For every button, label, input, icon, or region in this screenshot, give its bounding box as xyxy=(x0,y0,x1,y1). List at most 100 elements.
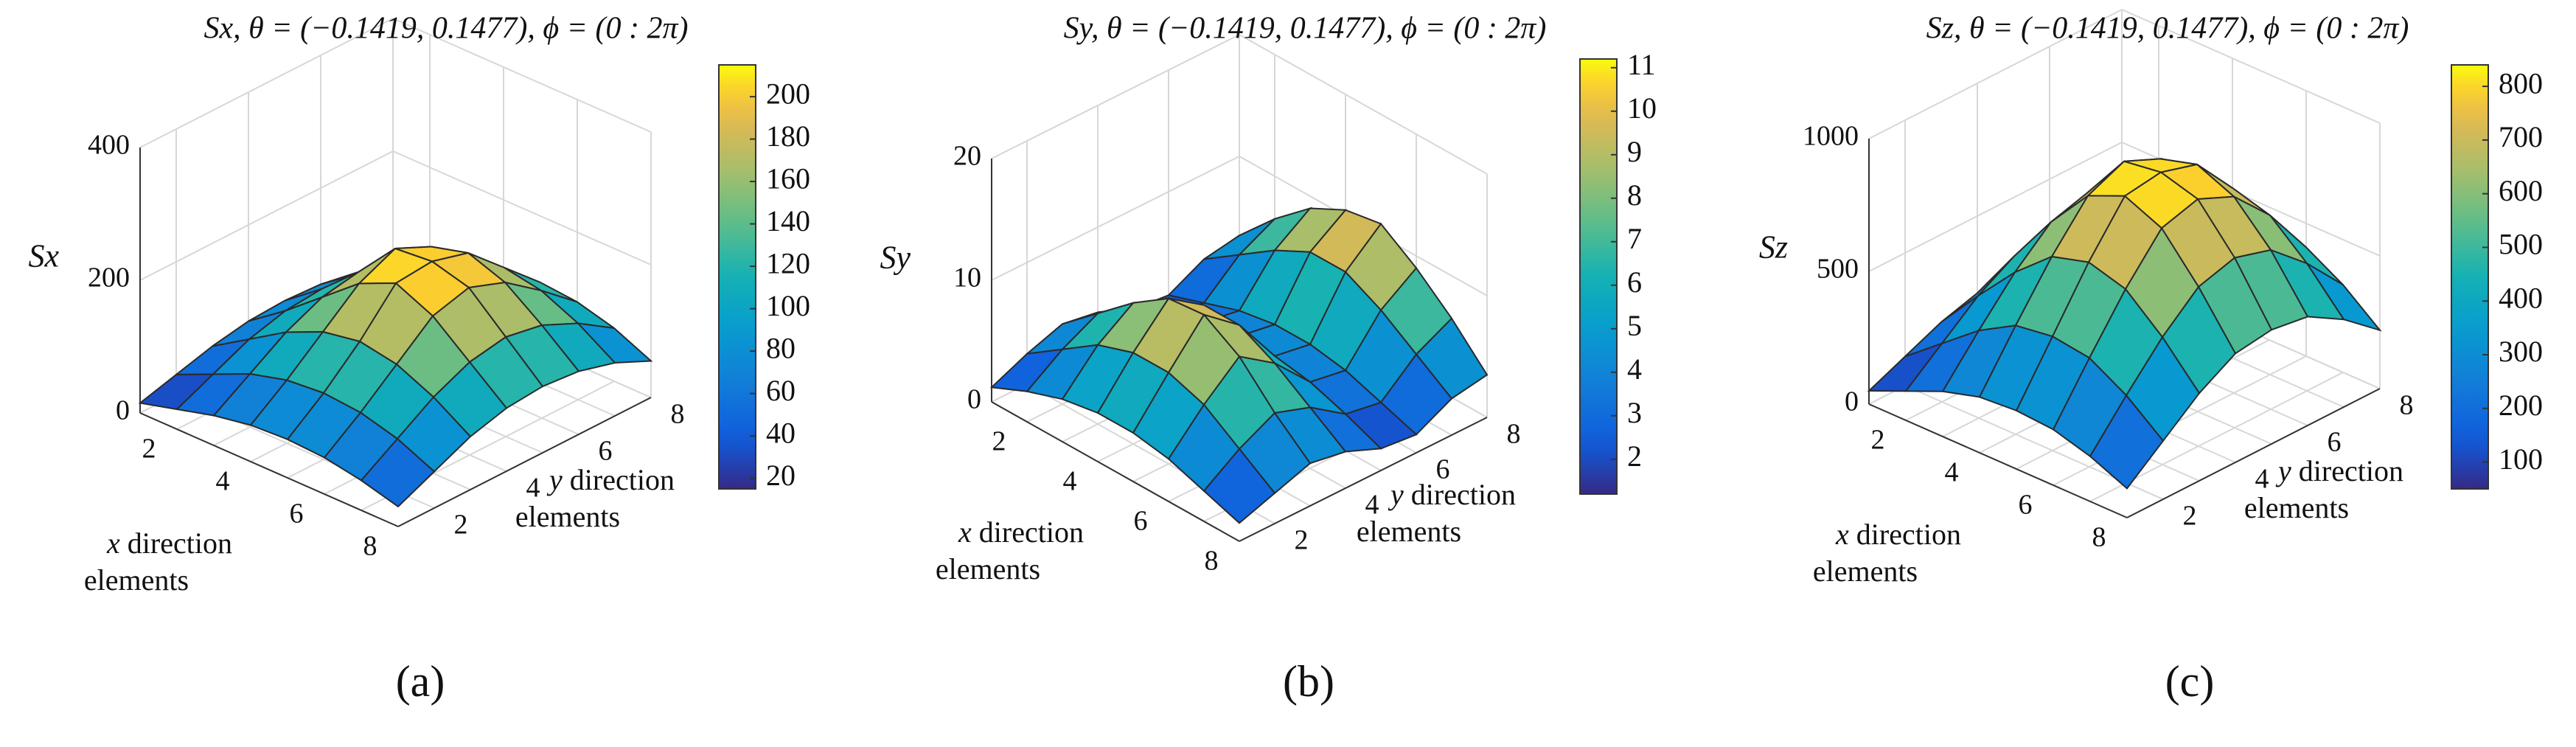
colorbar-tick-label: 100 xyxy=(2499,442,2543,476)
y-tick-label: 6 xyxy=(1436,454,1450,485)
colorbar-tick-label: 500 xyxy=(2499,228,2543,261)
colorbar-tick-label: 10 xyxy=(1627,91,1657,125)
colorbar-tick-label: 9 xyxy=(1627,135,1642,168)
colorbar-tick-label: 60 xyxy=(766,374,796,407)
colorbar-tick-label: 160 xyxy=(766,161,810,195)
y-axis-label-line: elements xyxy=(1357,515,1461,548)
x-axis-line xyxy=(991,401,1240,542)
y-tick-label: 2 xyxy=(2183,501,2197,532)
z-axis-label: Sx xyxy=(28,237,59,274)
z-axis-label: Sz xyxy=(1759,229,1788,265)
y-tick-label: 2 xyxy=(1295,525,1309,556)
z-tick-label: 0 xyxy=(1845,386,1859,417)
z-tick-label: 10 xyxy=(953,263,981,293)
x-tick-label: 2 xyxy=(142,434,156,465)
y-tick-label: 6 xyxy=(2328,427,2342,458)
colorbar-tick-label: 2 xyxy=(1627,439,1642,473)
grid-line xyxy=(1868,9,2123,139)
grid-line xyxy=(991,156,1240,281)
x-axis-label-line: elements xyxy=(1813,555,1918,588)
y-tick-label: 8 xyxy=(671,399,685,430)
colorbar-tick-label: 8 xyxy=(1627,178,1642,212)
surface xyxy=(1867,158,2382,490)
surface-patch xyxy=(2089,394,2165,490)
colorbar-tick-label: 200 xyxy=(2499,389,2543,422)
surface-patch xyxy=(1202,448,1276,524)
colorbar-tick-label: 800 xyxy=(2499,66,2543,100)
y-tick-label: 8 xyxy=(2400,390,2414,421)
x-tick-label: 6 xyxy=(1134,506,1148,537)
panel-label: (c) xyxy=(2165,657,2215,706)
grid-line xyxy=(991,34,1240,159)
y-tick-label: 8 xyxy=(1507,419,1521,450)
x-axis-line xyxy=(1868,403,2128,518)
axes-lines xyxy=(1868,139,2381,518)
z-tick-label: 20 xyxy=(953,141,981,172)
panel-title: Sz, θ = (−0.1419, 0.1477), ϕ = (0 : 2π) xyxy=(1926,12,2409,46)
x-axis-label-line: elements xyxy=(936,552,1040,586)
grid-line xyxy=(392,18,652,133)
colorbar-tick-label: 300 xyxy=(2499,335,2543,368)
grid-line xyxy=(139,18,394,148)
colorbar-tick-label: 140 xyxy=(766,204,810,237)
y-axis-label-line: y direction xyxy=(1388,478,1516,511)
colorbar xyxy=(2451,64,2489,490)
y-axis-label-line: elements xyxy=(2244,491,2349,524)
x-axis-label-lines: x direction elements xyxy=(1813,518,1961,588)
grid-line xyxy=(392,150,652,265)
axes-lines xyxy=(991,159,1488,542)
surface-patch xyxy=(360,437,436,508)
grid-line xyxy=(1868,142,2123,272)
y-tick-label: 4 xyxy=(1365,490,1379,521)
surface xyxy=(989,206,1489,524)
panel-label: (b) xyxy=(1283,657,1334,706)
surface xyxy=(138,246,653,508)
colorbar-tick-label: 120 xyxy=(766,246,810,279)
y-tick-label: 4 xyxy=(526,473,540,504)
colorbar xyxy=(1579,58,1618,495)
colorbar-tick-label: 100 xyxy=(766,289,810,322)
panel-label: (a) xyxy=(396,657,445,706)
x-tick-label: 2 xyxy=(1871,425,1885,456)
colorbar-tick-label: 600 xyxy=(2499,174,2543,207)
colorbar-tick-label: 20 xyxy=(766,459,796,492)
colorbar-tick-label: 11 xyxy=(1627,48,1656,81)
colorbar-tick-label: 4 xyxy=(1627,352,1642,386)
x-axis-label-line: x direction xyxy=(106,527,232,560)
y-axis-line xyxy=(2126,388,2381,518)
axes-lines xyxy=(139,147,652,527)
colorbar-tick-label: 7 xyxy=(1627,222,1642,255)
y-axis-label-line: y direction xyxy=(546,463,675,496)
colorbar-tick-label: 5 xyxy=(1627,309,1642,342)
x-axis-label-line: x direction xyxy=(958,515,1084,549)
z-tick-label: 0 xyxy=(116,395,130,426)
x-tick-label: 8 xyxy=(363,531,377,562)
y-axis-line xyxy=(397,397,652,527)
z-tick-label: 1000 xyxy=(1803,121,1859,152)
z-tick-label: 0 xyxy=(967,384,981,415)
colorbar-tick-label: 80 xyxy=(766,331,796,364)
x-axis-label-line: x direction xyxy=(1835,518,1961,551)
grid-line xyxy=(139,150,394,281)
colorbar-tick-label: 400 xyxy=(2499,281,2543,314)
y-tick-label: 2 xyxy=(454,510,468,541)
x-tick-label: 4 xyxy=(1945,457,1959,488)
grid-line xyxy=(2121,9,2381,124)
grid-line xyxy=(1239,34,1488,175)
colorbar-tick-label: 3 xyxy=(1627,396,1642,429)
y-axis-label-line: elements xyxy=(515,500,620,533)
colorbar-tick-label: 180 xyxy=(766,119,810,153)
panel-title: Sx, θ = (−0.1419, 0.1477), ϕ = (0 : 2π) xyxy=(203,12,688,46)
colorbar-tick-label: 40 xyxy=(766,416,796,449)
z-tick-label: 500 xyxy=(1817,254,1859,285)
x-tick-label: 4 xyxy=(1063,466,1077,497)
colorbar xyxy=(718,64,756,490)
grid-line xyxy=(2053,355,2307,486)
x-tick-label: 6 xyxy=(2019,490,2033,521)
x-tick-label: 8 xyxy=(1205,546,1219,577)
z-tick-label: 400 xyxy=(88,130,130,161)
